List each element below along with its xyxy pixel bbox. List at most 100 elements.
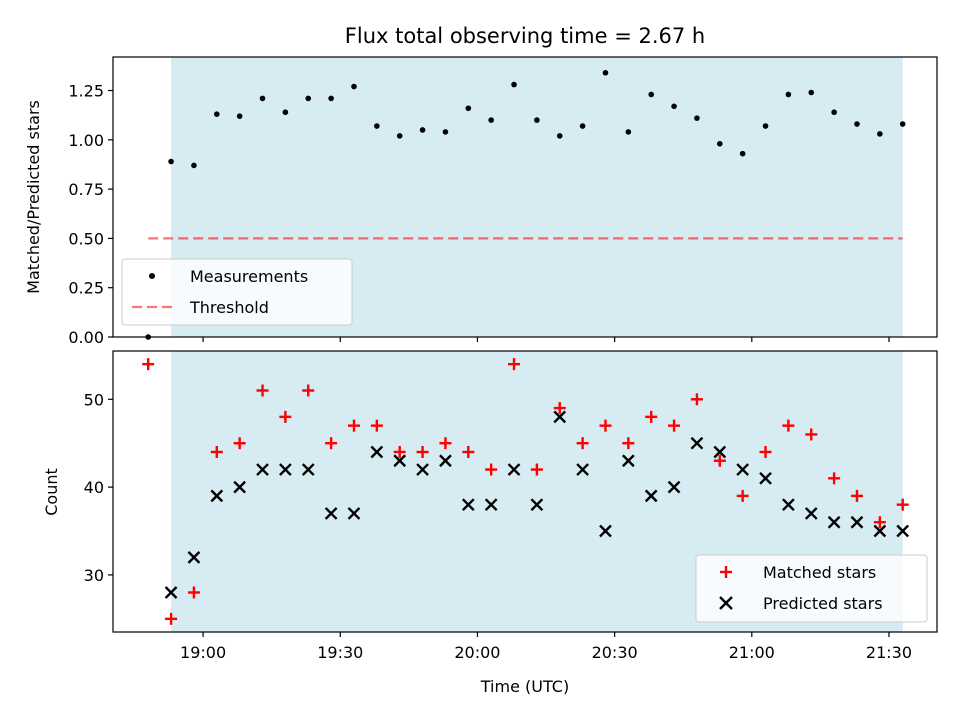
predicted-point [461,498,475,512]
matched-point [439,437,452,450]
predicted-point [782,498,795,512]
bottom-y-tick-label: 50 [84,390,104,409]
bottom-legend-box [695,554,928,623]
matched-point [850,489,863,502]
measurement-point [396,133,403,139]
predicted-point [393,454,407,468]
matched-point [393,445,406,458]
measurement-point [511,81,517,88]
matched-point [142,358,155,371]
predicted-point [850,515,864,529]
predicted-point [187,551,201,564]
matched-points [142,358,909,625]
measurement-point [419,127,426,133]
matched-point [485,463,498,476]
measurement-point [831,109,837,116]
matched-point [370,419,383,432]
x-tick-label: 21:30 [866,643,912,662]
matched-point [416,445,429,458]
predicted-point [736,463,750,476]
measurement-point [648,91,655,98]
matched-point [713,454,726,467]
measurement-point [556,133,563,139]
measurement-point [214,111,220,117]
matched-point [736,489,749,502]
legend-matched-label: Matched stars [763,563,876,582]
predicted-point [644,489,658,503]
predicted-point [804,507,818,520]
matched-point [279,410,292,423]
measurement-point [762,123,769,129]
predicted-point [690,436,704,450]
predicted-point [621,454,635,468]
top-y-tick-label: 1.25 [68,82,104,101]
matched-point [645,410,658,423]
matched-point [668,419,681,432]
matched-point [325,437,338,450]
matched-point [896,498,909,511]
predicted-points [164,410,910,599]
predicted-point [256,463,269,476]
bottom-y-axis-label: Count [42,468,61,516]
matched-point [508,358,521,371]
predicted-point [439,454,452,468]
predicted-point [210,489,224,503]
predicted-point [164,586,178,599]
predicted-point [576,463,589,476]
matched-point [873,516,886,529]
predicted-point [873,524,887,538]
matched-point [782,419,795,432]
predicted-point [759,471,772,485]
predicted-point [279,463,292,476]
predicted-point [553,410,567,424]
measurement-point [808,89,815,96]
bottom-y-ticks: 30 40 50 [84,390,113,585]
legend-threshold-label: Threshold [189,298,269,317]
predicted-point [827,515,841,529]
top-legend: Measurements Threshold [121,258,353,326]
measurement-point [579,123,586,129]
measurement-points [145,69,906,340]
predicted-point [530,498,544,512]
predicted-point [301,463,315,476]
legend-measurements-marker [149,273,155,279]
bottom-legend: Matched stars Predicted stars [695,554,928,623]
top-panel: 0.00 0.25 0.50 0.75 1.00 1.25 Matched/Predict… [24,56,938,347]
measurement-point [328,95,334,102]
top-y-ticks: 0.00 0.25 0.50 0.75 1.00 1.25 [68,82,113,347]
matched-point [165,612,178,625]
x-tick-label: 21:00 [729,643,775,662]
predicted-point [347,507,361,520]
predicted-point [507,463,521,476]
legend-matched-marker [720,566,732,578]
matched-point [553,402,566,415]
bottom-y-tick-label: 40 [84,478,104,497]
top-y-tick-label: 0.75 [68,180,104,199]
measurement-point [442,129,449,135]
measurement-point [191,162,197,169]
measurement-point [282,109,289,116]
legend-predicted-marker [719,596,733,610]
matched-point [462,445,475,458]
matched-point [210,445,223,458]
predicted-point [896,524,910,538]
bottom-x-ticks: 19:00 19:30 20:00 20:30 21:00 21:30 [180,632,912,662]
legend-measurements-label: Measurements [190,267,308,286]
matched-point [233,437,246,450]
top-y-tick-label: 0.25 [68,279,104,298]
measurement-point [899,121,906,127]
bottom-axes-frame [112,350,938,633]
measurement-point [602,69,609,76]
predicted-point [599,524,612,538]
legend-predicted-label: Predicted stars [763,594,883,613]
predicted-point [233,480,247,494]
bottom-y-tick-label: 30 [84,566,104,585]
x-tick-label: 20:00 [454,643,500,662]
chart-title: Flux total observing time = 2.67 h [345,24,705,48]
measurement-point [877,131,883,137]
measurement-point [694,115,700,121]
predicted-point [713,445,727,459]
matched-point [622,437,635,450]
top-y-tick-label: 0.00 [68,328,104,347]
measurement-point [259,95,266,102]
